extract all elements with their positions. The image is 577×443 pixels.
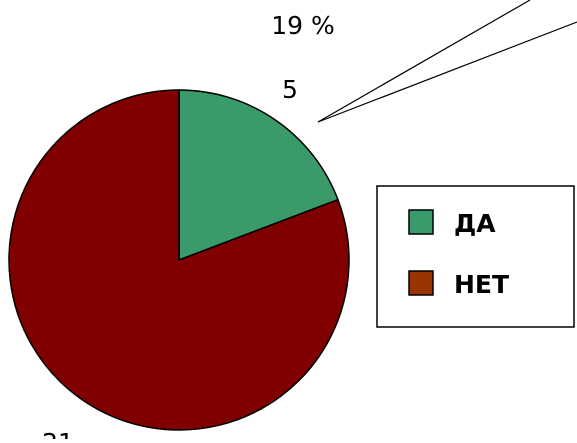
value-label-da: 5 [282, 75, 298, 104]
percent-label-da: 19 % [271, 11, 335, 40]
leader-line-upper [317, 0, 531, 123]
pie-slice-net [8, 89, 350, 431]
legend-box [376, 185, 575, 328]
pie-slice-da [178, 89, 339, 262]
legend: ДА НЕТ [376, 185, 575, 328]
pie-slices [8, 89, 350, 431]
leader-lines [317, 0, 577, 123]
legend-label-net: НЕТ [454, 270, 509, 299]
legend-label-da: ДА [454, 209, 496, 238]
value-label-net: 21 [42, 428, 74, 439]
legend-swatch-net [408, 270, 434, 296]
legend-swatch-da [408, 209, 434, 235]
leader-line-lower [317, 21, 577, 123]
